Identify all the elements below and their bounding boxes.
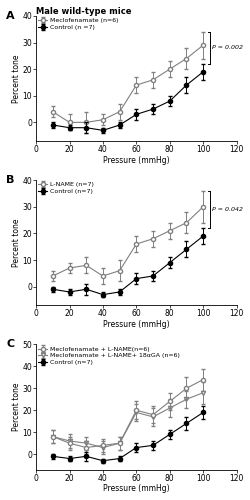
Text: C: C — [6, 340, 14, 349]
Y-axis label: Percent tone: Percent tone — [12, 218, 21, 267]
Y-axis label: Percent tone: Percent tone — [12, 382, 21, 431]
Legend: L-NAME (n=7), Control (n=7): L-NAME (n=7), Control (n=7) — [37, 182, 94, 194]
Text: Male wild-type mice: Male wild-type mice — [36, 7, 131, 16]
X-axis label: Pressure (mmHg): Pressure (mmHg) — [102, 484, 169, 493]
Text: P = 0.042: P = 0.042 — [212, 207, 242, 212]
Text: A: A — [6, 11, 14, 21]
X-axis label: Pressure (mmHg): Pressure (mmHg) — [102, 156, 169, 164]
Text: B: B — [6, 175, 14, 185]
Legend: Meclofenamate (n=6), Control (n =7): Meclofenamate (n=6), Control (n =7) — [37, 17, 118, 30]
Text: P = 0.002: P = 0.002 — [212, 46, 242, 51]
Y-axis label: Percent tone: Percent tone — [12, 54, 21, 102]
X-axis label: Pressure (mmHg): Pressure (mmHg) — [102, 320, 169, 329]
Legend: Meclofenamate + L-NAME(n=6), Meclofenamate + L-NAME+ 18αGA (n=6), Control (n=7): Meclofenamate + L-NAME(n=6), Meclofenama… — [37, 346, 180, 366]
